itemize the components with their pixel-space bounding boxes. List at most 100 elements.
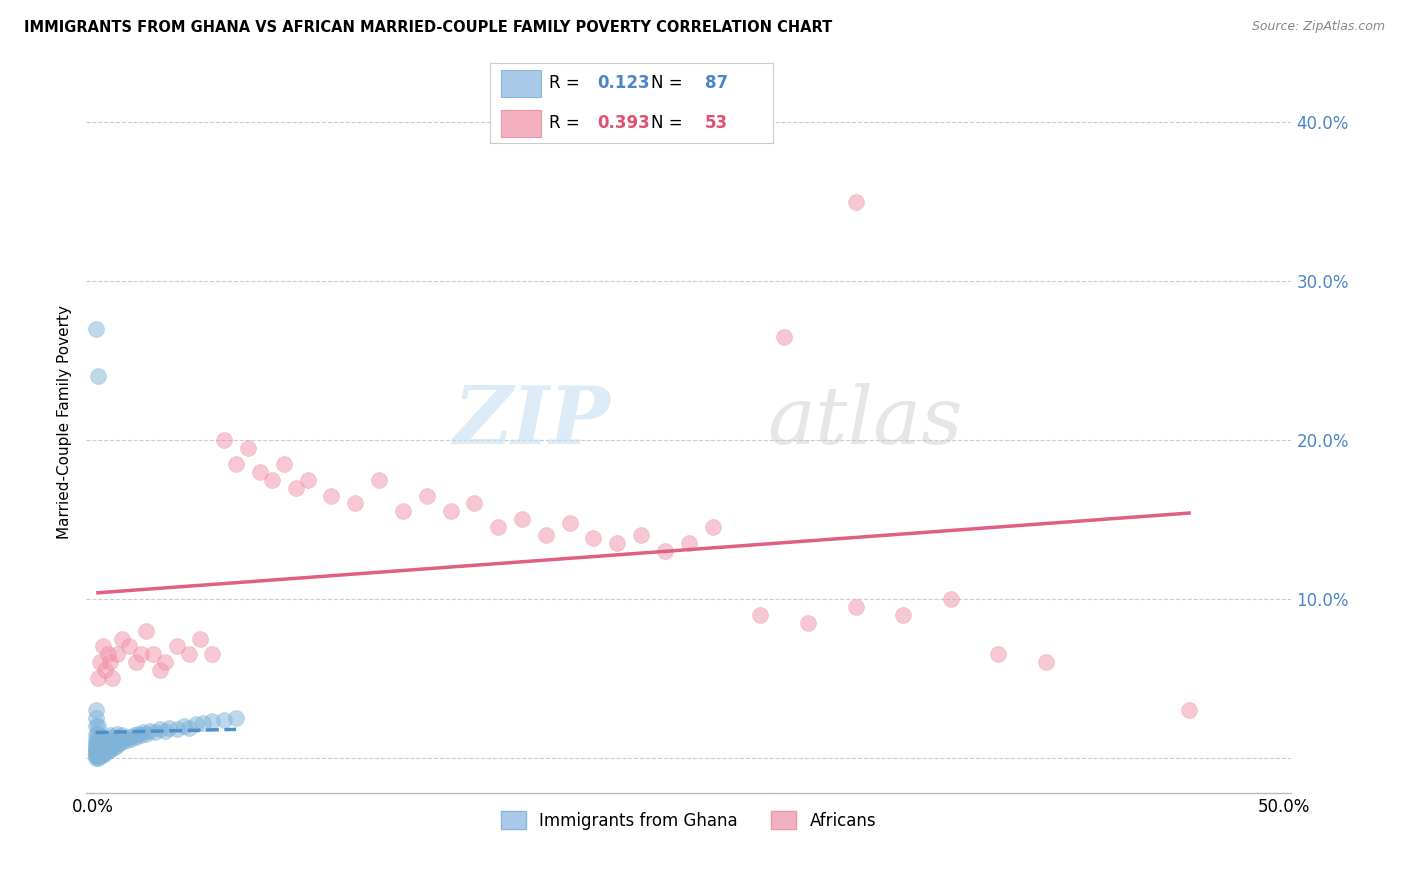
Point [191, 715, 214, 730]
Text: IMMIGRANTS FROM GHANA VS AFRICAN MARRIED-COUPLE FAMILY POVERTY CORRELATION CHART: IMMIGRANTS FROM GHANA VS AFRICAN MARRIED… [24, 20, 832, 35]
Point [87, 719, 110, 733]
Point [127, 727, 149, 741]
Point [177, 648, 200, 662]
Point [91, 738, 114, 752]
Point [273, 457, 295, 471]
Point [463, 496, 485, 510]
Point [166, 722, 188, 736]
Point [89, 749, 111, 764]
Point [84, 719, 107, 733]
Point [201, 714, 224, 728]
Point [84, 747, 107, 762]
Point [89, 656, 111, 670]
Point [606, 536, 628, 550]
Point [122, 729, 145, 743]
Point [416, 489, 439, 503]
Point [98, 729, 121, 743]
Point [84, 703, 107, 717]
Text: atlas: atlas [768, 383, 963, 460]
Point [702, 520, 724, 534]
Point [797, 615, 820, 630]
Point [87, 727, 110, 741]
Point [98, 743, 121, 757]
Point [749, 607, 772, 622]
Point [87, 749, 110, 764]
Point [104, 739, 127, 754]
Point [143, 725, 166, 739]
Point [98, 735, 121, 749]
Point [344, 496, 367, 510]
Point [844, 599, 866, 614]
Point [891, 607, 914, 622]
Point [101, 671, 124, 685]
Y-axis label: Married-Couple Family Poverty: Married-Couple Family Poverty [58, 305, 72, 539]
Point [87, 743, 110, 757]
Point [260, 473, 283, 487]
Point [91, 640, 114, 654]
Point [118, 730, 141, 744]
Point [91, 744, 114, 758]
Point [89, 746, 111, 760]
Point [558, 516, 581, 530]
Point [94, 739, 117, 754]
Point [439, 504, 461, 518]
Point [84, 750, 107, 764]
Point [844, 194, 866, 209]
Point [105, 727, 128, 741]
Point [84, 746, 107, 760]
Point [84, 735, 107, 749]
Point [132, 725, 155, 739]
Point [84, 711, 107, 725]
Point [297, 473, 319, 487]
Point [249, 465, 271, 479]
Point [91, 731, 114, 746]
Point [987, 648, 1010, 662]
Point [84, 739, 107, 754]
Point [111, 729, 134, 743]
Point [84, 322, 107, 336]
Point [101, 741, 124, 756]
Point [284, 481, 307, 495]
Point [153, 723, 176, 738]
Point [630, 528, 652, 542]
Point [212, 433, 235, 447]
Point [939, 591, 962, 606]
Point [125, 730, 148, 744]
Point [129, 648, 152, 662]
Point [112, 731, 135, 746]
Point [84, 731, 107, 746]
Point [654, 544, 676, 558]
Point [98, 656, 121, 670]
Point [84, 741, 107, 756]
Point [149, 663, 172, 677]
Point [87, 747, 110, 762]
Point [94, 663, 117, 677]
Point [111, 735, 134, 749]
Point [96, 744, 118, 758]
Point [125, 656, 148, 670]
Point [96, 741, 118, 756]
Point [678, 536, 700, 550]
Point [105, 648, 128, 662]
Point [87, 738, 110, 752]
Point [118, 640, 141, 654]
Point [87, 741, 110, 756]
Point [135, 624, 157, 638]
Point [582, 532, 605, 546]
Point [87, 369, 110, 384]
Point [166, 640, 188, 654]
Text: Source: ZipAtlas.com: Source: ZipAtlas.com [1251, 20, 1385, 33]
Point [1035, 656, 1057, 670]
Point [87, 671, 110, 685]
Point [89, 741, 111, 756]
Point [91, 747, 114, 762]
Point [212, 713, 235, 727]
Point [89, 738, 111, 752]
Point [392, 504, 415, 518]
Point [105, 735, 128, 749]
Point [111, 632, 134, 646]
Point [139, 723, 162, 738]
Point [142, 648, 165, 662]
Point [120, 731, 142, 746]
Point [84, 749, 107, 764]
